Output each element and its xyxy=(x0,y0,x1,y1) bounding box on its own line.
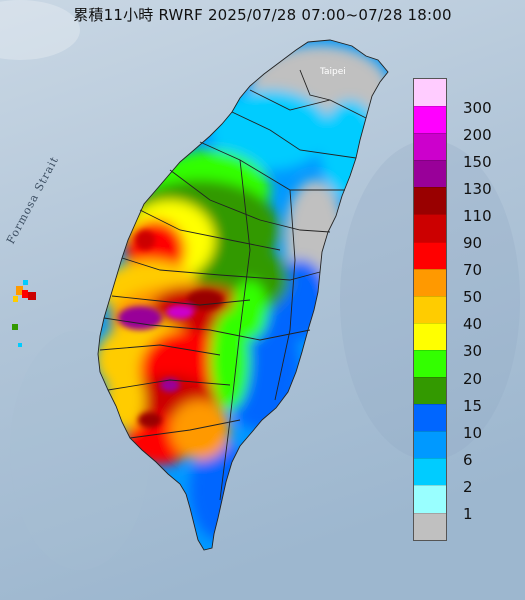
legend-swatch xyxy=(414,79,446,107)
city-label: Taipei xyxy=(320,67,346,77)
legend-swatch xyxy=(414,377,446,405)
legend-label: 130 xyxy=(463,179,492,198)
legend-label: 30 xyxy=(463,342,483,361)
legend-swatch xyxy=(414,160,446,188)
legend-label: 300 xyxy=(463,98,492,117)
legend-swatch xyxy=(414,187,446,215)
legend-label: 1 xyxy=(463,505,473,524)
legend-label: 2 xyxy=(463,477,473,496)
legend-label: 40 xyxy=(463,315,483,334)
legend-swatch xyxy=(414,431,446,459)
penghu-islands xyxy=(12,280,36,347)
legend-label: 90 xyxy=(463,234,483,253)
rainfall-legend xyxy=(413,78,447,541)
legend-swatch xyxy=(414,512,446,540)
legend-label: 10 xyxy=(463,423,483,442)
legend-swatch xyxy=(414,106,446,134)
legend-swatch xyxy=(414,322,446,350)
legend-swatch xyxy=(414,133,446,161)
legend-label: 110 xyxy=(463,206,492,225)
legend-label: 20 xyxy=(463,369,483,388)
legend-swatch xyxy=(414,404,446,432)
legend-swatch xyxy=(414,295,446,323)
legend-label: 6 xyxy=(463,450,473,469)
legend-swatch xyxy=(414,268,446,296)
legend-label: 50 xyxy=(463,288,483,307)
legend-label: 200 xyxy=(463,125,492,144)
boundaries xyxy=(97,39,389,551)
legend-swatch xyxy=(414,349,446,378)
legend-swatch xyxy=(414,241,446,269)
legend-swatch xyxy=(414,485,446,513)
legend-swatch xyxy=(414,458,446,486)
legend-label: 70 xyxy=(463,261,483,280)
legend-label: 150 xyxy=(463,152,492,171)
map-title: 累積11小時 RWRF 2025/07/28 07:00~07/28 18:00 xyxy=(73,6,452,24)
legend-swatch xyxy=(414,214,446,242)
legend-label: 15 xyxy=(463,396,483,415)
